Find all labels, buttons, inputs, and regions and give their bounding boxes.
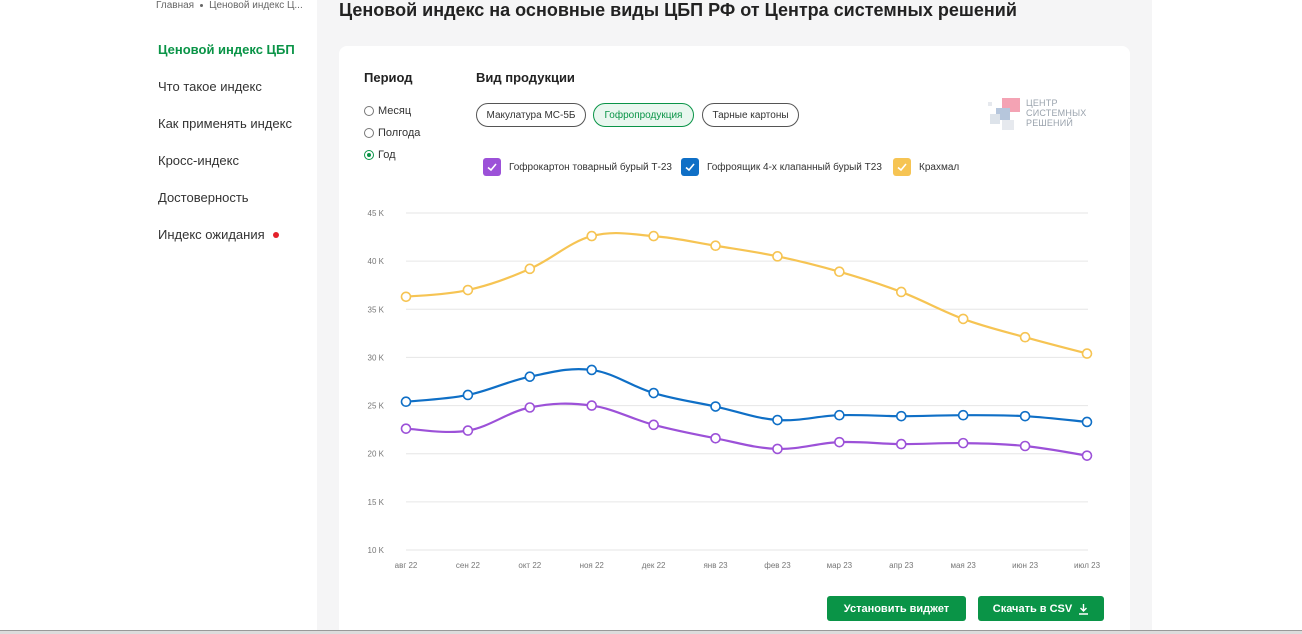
checkbox-checked-icon: [893, 158, 911, 176]
period-radio-month[interactable]: Месяц: [364, 105, 411, 117]
product-pill-tarnye-kartony[interactable]: Тарные картоны: [702, 103, 799, 127]
legend-item-krakhmal[interactable]: Крахмал: [893, 158, 959, 176]
sidebar-item-reliability[interactable]: Достоверность: [158, 179, 295, 216]
button-label: Скачать в CSV: [992, 602, 1073, 615]
sidebar-item-label: Достоверность: [158, 189, 249, 205]
chart-card: [339, 46, 1130, 634]
sidebar-item-expectation-index[interactable]: Индекс ожидания: [158, 216, 295, 253]
page-title: Ценовой индекс на основные виды ЦБП РФ о…: [339, 0, 1017, 20]
taskbar: [0, 630, 1302, 634]
sidebar-item-label: Как применять индекс: [158, 115, 292, 131]
period-label: Период: [364, 70, 413, 85]
install-widget-button[interactable]: Установить виджет: [827, 596, 966, 621]
radio-circle-icon: [364, 128, 374, 138]
checkbox-checked-icon: [483, 158, 501, 176]
csr-logo-text: ЦЕНТР СИСТЕМНЫХ РЕШЕНИЙ: [1026, 98, 1086, 128]
legend-label: Гофрокартон товарный бурый Т-23: [509, 161, 672, 173]
legend-label: Гофроящик 4-х клапанный бурый Т23: [707, 161, 882, 173]
csr-logo-icon: [988, 98, 1020, 130]
notification-dot-icon: [272, 231, 279, 238]
radio-label: Год: [378, 149, 396, 161]
radio-label: Полгода: [378, 127, 421, 139]
period-radio-year[interactable]: Год: [364, 149, 396, 161]
product-pill-gofroprodukciya[interactable]: Гофропродукция: [593, 103, 694, 127]
legend-item-gofroyashchik[interactable]: Гофроящик 4-х клапанный бурый Т23: [681, 158, 882, 176]
sidebar-item-label: Ценовой индекс ЦБП: [158, 41, 295, 57]
radio-label: Месяц: [378, 105, 412, 117]
sidebar-item-label: Что такое индекс: [158, 78, 262, 94]
logo-line: ЦЕНТР: [1026, 98, 1058, 108]
logo-line: СИСТЕМНЫХ: [1026, 108, 1087, 118]
sidebar-nav: Ценовой индекс ЦБП Что такое индекс Как …: [158, 31, 295, 253]
sidebar-item-what-is-index[interactable]: Что такое индекс: [158, 68, 295, 105]
legend-label: Крахмал: [919, 161, 960, 173]
breadcrumb-home[interactable]: Главная: [156, 0, 195, 11]
logo-line: РЕШЕНИЙ: [1026, 118, 1074, 128]
radio-circle-icon: [364, 106, 374, 116]
button-label: Установить виджет: [843, 602, 950, 615]
download-icon: [1079, 603, 1089, 615]
radio-checked-icon: [364, 150, 374, 160]
checkbox-checked-icon: [681, 158, 699, 176]
breadcrumb-separator: [200, 3, 204, 7]
sidebar-item-price-index[interactable]: Ценовой индекс ЦБП: [158, 31, 295, 68]
sidebar-item-label: Индекс ожидания: [158, 226, 265, 242]
product-label: Вид продукции: [476, 70, 575, 85]
breadcrumb: Главная Ценовой индекс Ц...: [156, 0, 303, 11]
sidebar-item-cross-index[interactable]: Кросс-индекс: [158, 142, 295, 179]
download-csv-button[interactable]: Скачать в CSV: [978, 596, 1104, 621]
legend-item-gofrokarton[interactable]: Гофрокартон товарный бурый Т-23: [483, 158, 672, 176]
product-pill-makulatura[interactable]: Макулатура МС-5Б: [476, 103, 586, 127]
sidebar-item-label: Кросс-индекс: [158, 152, 239, 168]
breadcrumb-current: Ценовой индекс Ц...: [209, 0, 303, 11]
period-radio-halfyear[interactable]: Полгода: [364, 127, 420, 139]
sidebar-item-how-to-apply[interactable]: Как применять индекс: [158, 105, 295, 142]
